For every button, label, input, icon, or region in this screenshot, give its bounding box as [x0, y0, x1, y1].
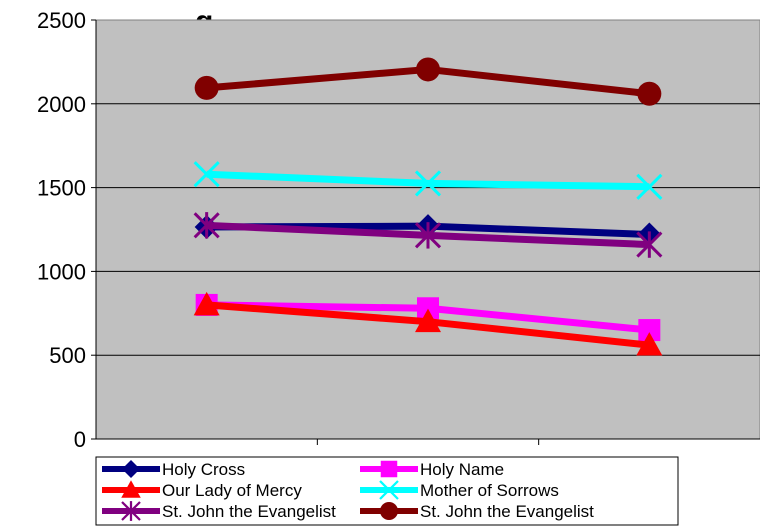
legend-item: St. John the Evangelist	[360, 502, 594, 521]
legend: Holy Cross Holy Name Our Lady of Mercy Moth…	[95, 456, 679, 526]
data-point	[636, 173, 663, 200]
y-tick-label: 0	[74, 427, 86, 452]
data-point	[637, 81, 662, 106]
data-point	[380, 460, 398, 478]
y-tick-label: 2000	[37, 92, 86, 117]
data-point	[193, 161, 220, 188]
series-5	[193, 212, 663, 258]
legend-item: Mother of Sorrows	[360, 480, 559, 500]
axes: 0 500 1000 1500 2000 2500	[37, 8, 760, 452]
data-point	[416, 57, 440, 82]
data-point	[193, 291, 220, 316]
data-point	[380, 502, 398, 520]
data-point	[417, 297, 439, 320]
data-point	[414, 170, 442, 197]
series-6	[194, 57, 662, 106]
data-point	[636, 231, 663, 258]
data-point	[379, 480, 399, 500]
legend-label: Holy Cross	[162, 460, 245, 479]
data-point	[121, 480, 141, 498]
legend-label: Our Lady of Mercy	[162, 481, 302, 500]
data-point	[636, 332, 663, 356]
data-point	[638, 319, 661, 342]
y-tick-label: 2500	[37, 8, 86, 33]
data-point	[121, 501, 141, 521]
data-point	[194, 75, 219, 100]
data-point	[414, 222, 442, 249]
data-point	[193, 212, 220, 239]
legend-label: St. John the Evangelist	[420, 502, 594, 521]
y-tick-label: 1500	[37, 176, 86, 201]
series-4	[193, 161, 663, 200]
legend-label: Mother of Sorrows	[420, 481, 559, 500]
legend-label: St. John the Evangelist	[162, 502, 336, 521]
legend-item: St. John the Evangelist	[102, 501, 336, 521]
legend-item: Holy Name	[360, 460, 504, 479]
legend-label: Holy Name	[420, 460, 504, 479]
data-point	[122, 460, 140, 478]
legend-item: Holy Cross	[102, 460, 245, 479]
y-tick-label: 1000	[37, 259, 86, 284]
y-tick-label: 500	[49, 343, 86, 368]
series-3	[193, 291, 663, 356]
data-point	[415, 308, 441, 333]
legend-item: Our Lady of Mercy	[102, 480, 302, 500]
series-layer	[193, 57, 663, 356]
